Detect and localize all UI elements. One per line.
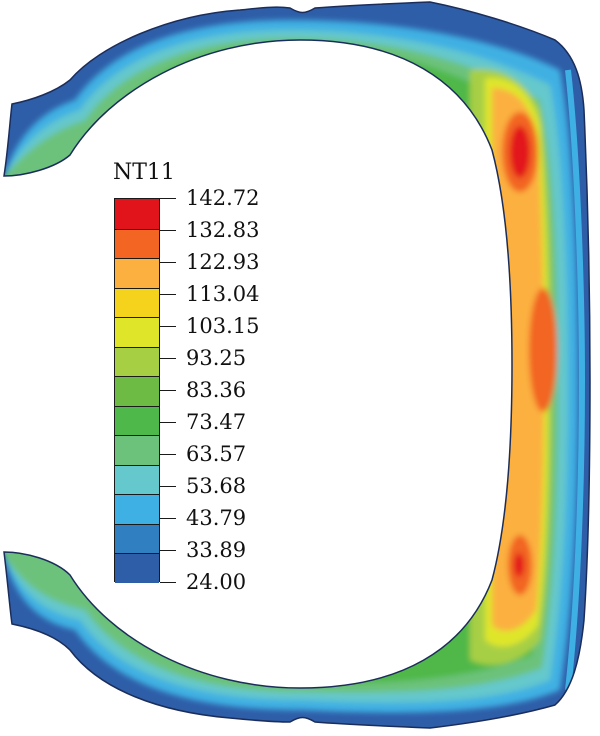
legend-swatch [115,317,159,347]
legend-value-label: 113.04 [186,282,260,306]
legend-value-label: 142.72 [186,186,260,210]
legend-swatch [115,435,159,465]
legend-tick [160,390,176,391]
legend-value-label: 53.68 [186,474,247,498]
legend-tick [160,550,176,551]
legend-swatch [115,287,159,318]
legend-tick [160,230,176,231]
legend-swatch [115,258,159,288]
legend-swatch [115,228,159,259]
legend-swatch [115,376,159,406]
legend-value-label: 24.00 [186,570,247,594]
legend-swatch [115,464,159,495]
legend-value-label: 43.79 [186,506,247,530]
legend-swatch [115,199,159,229]
legend-swatch [115,494,159,524]
legend-swatch [115,553,159,583]
color-legend-bar [114,198,160,583]
legend-tick [160,582,176,583]
legend-tick [160,294,176,295]
legend-tick [160,198,176,199]
legend-value-label: 122.93 [186,250,260,274]
legend-swatch [115,405,159,436]
legend-swatch [115,346,159,377]
legend-tick [160,454,176,455]
legend-tick [160,486,176,487]
legend-value-label: 93.25 [186,346,247,370]
legend-swatch [115,523,159,554]
legend-value-label: 73.47 [186,410,247,434]
legend-tick [160,358,176,359]
legend-value-label: 132.83 [186,218,260,242]
legend-value-label: 103.15 [186,314,260,338]
legend-value-label: 63.57 [186,442,247,466]
legend-value-label: 33.89 [186,538,247,562]
legend-value-label: 83.36 [186,378,247,402]
legend-tick [160,518,176,519]
legend-tick [160,326,176,327]
legend-title: NT11 [113,160,175,185]
legend-tick [160,422,176,423]
legend-tick [160,262,176,263]
